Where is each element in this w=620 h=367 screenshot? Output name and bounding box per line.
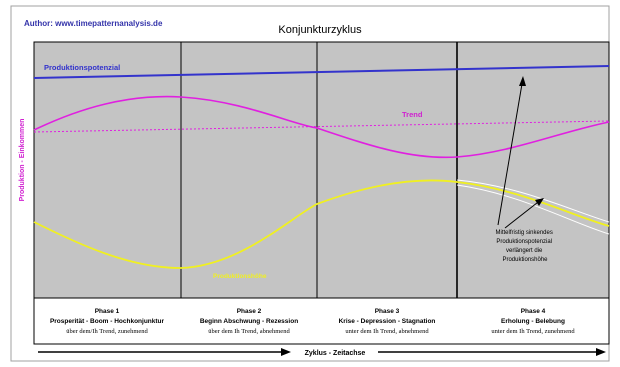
annotation-line-1: Mittelfristig sinkendes — [495, 230, 552, 236]
annotation-arrow-up — [497, 77, 524, 226]
plot-panel — [33, 41, 610, 299]
arrowhead-up-icon — [519, 76, 526, 86]
annotation-line-4: Produktionshöhe — [502, 257, 548, 263]
time-axis-arrowhead-left-icon — [281, 348, 291, 356]
phase-1-desc: über dem/Ih Trend, zunehmend — [66, 328, 148, 335]
phase-4-name: Phase 4 — [521, 308, 546, 315]
phase-3-desc: unter dem Ih Trend, abnehmend — [345, 328, 429, 335]
phase-2-desc: über dem Ih Trend, abnehmend — [208, 328, 290, 335]
trend-label: Trend — [402, 110, 423, 119]
diagram-title: Konjunkturzyklus — [278, 24, 362, 36]
phase-3: Phase 3 Krise - Depression - Stagnation … — [339, 308, 436, 335]
phase-3-name: Phase 3 — [375, 308, 400, 315]
phase-1: Phase 1 Prosperität - Boom - Hochkonjunk… — [50, 308, 165, 335]
y-axis-label: Produktion - Einkommen — [19, 119, 26, 202]
annotation-line-3: verlängert die — [506, 248, 543, 254]
phase-2-title: Beginn Abschwung - Rezession — [200, 318, 298, 325]
production-curve-lower — [456, 184, 610, 235]
phase-4-title: Erholung - Belebung — [501, 318, 565, 325]
phase-3-title: Krise - Depression - Stagnation — [339, 318, 436, 325]
annotation-arrow-right — [504, 198, 543, 229]
phase-2-name: Phase 2 — [237, 308, 262, 315]
time-axis-label: Zyklus - Zeitachse — [305, 350, 366, 357]
production-label: Produktionshöhe — [213, 273, 267, 280]
trend-cycle-curve — [33, 95, 610, 159]
phase-4: Phase 4 Erholung - Belebung unter dem Ih… — [491, 308, 575, 335]
potential-curve — [33, 65, 610, 79]
phase-4-desc: unter dem Ih Trend, zunehmend — [491, 328, 575, 335]
production-curve — [33, 179, 610, 269]
phase-table — [33, 297, 610, 345]
arrowhead-right-icon — [535, 198, 544, 206]
annotation-line-2: Produktionspotenzial — [496, 239, 552, 245]
phase-2: Phase 2 Beginn Abschwung - Rezession übe… — [200, 308, 298, 335]
author-credit: Author: www.timepatternanalysis.de — [24, 19, 163, 28]
annotation-text: Mittelfristig sinkendes Produktionspoten… — [495, 230, 554, 263]
phase-1-title: Prosperität - Boom - Hochkonjunktur — [50, 318, 165, 325]
potential-label: Produktionspotenzial — [44, 63, 120, 72]
phase-1-name: Phase 1 — [95, 308, 120, 315]
time-axis-arrowhead-right-icon — [596, 348, 606, 356]
